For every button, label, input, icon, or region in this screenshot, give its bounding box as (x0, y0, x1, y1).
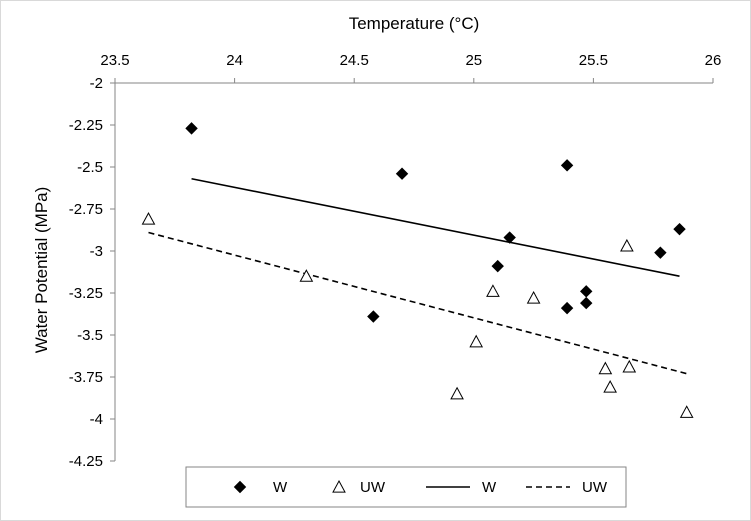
y-tick-label: -3.25 (69, 285, 103, 302)
legend-box (185, 466, 627, 508)
legend-symbol-uw-points (332, 479, 346, 493)
data-point-uw (141, 212, 156, 225)
data-point-w (580, 296, 593, 310)
y-axis-title: Water Potential (MPa) (32, 187, 51, 354)
x-tick-label: 25.5 (579, 52, 608, 69)
data-point-w (560, 301, 574, 315)
data-point-w (560, 159, 574, 172)
x-tick-label: 23.5 (100, 52, 129, 69)
data-point-uw (299, 269, 314, 282)
data-point-uw (486, 284, 500, 297)
legend-symbol-w-points (233, 480, 247, 494)
data-point-uw (622, 359, 637, 373)
legend-label: W (273, 479, 288, 496)
data-point-w (503, 231, 516, 244)
y-tick-label: -3.5 (77, 327, 103, 344)
trendline-w-solid (191, 177, 680, 277)
y-tick-label: -2.25 (69, 117, 103, 134)
data-point-w (673, 222, 686, 236)
legend-label: UW (582, 479, 608, 496)
data-point-uw (598, 361, 613, 375)
y-tick-label: -2.5 (77, 159, 103, 176)
legend-label: W (482, 479, 497, 496)
data-point-w (580, 285, 593, 298)
data-point-w (491, 259, 504, 273)
x-tick-label: 24.5 (340, 52, 369, 69)
y-tick-label: -4 (90, 411, 103, 428)
x-tick-label: 24 (226, 52, 243, 69)
y-tick-label: -3.75 (69, 369, 103, 386)
axes: 23.5 24 24.5 25 25.5 26 -2 -2.25 -2.5 -2.75 -3 -3.2… (69, 52, 722, 470)
data-point-w (185, 122, 198, 135)
y-tick-label: -2.75 (69, 201, 103, 218)
y-tick-label: -2 (90, 75, 103, 92)
y-tick-label: -3 (90, 243, 103, 260)
x-tick-label: 25 (465, 52, 482, 69)
data-point-uw (603, 380, 617, 393)
y-tick-label: -4.25 (69, 453, 103, 470)
data-point-w (367, 310, 380, 323)
trendline-uw-dashed (148, 231, 687, 375)
legend-label: UW (360, 479, 386, 496)
data-point-w (395, 167, 409, 180)
data-point-w (654, 246, 667, 259)
data-point-uw (526, 290, 541, 304)
x-tick-label: 26 (705, 52, 722, 69)
legend: W UW W UW (185, 466, 627, 508)
x-axis-title: Temperature (°C) (349, 14, 480, 33)
data-point-uw (469, 334, 484, 348)
data-point-uw (620, 238, 634, 252)
data-point-uw (679, 405, 694, 418)
data-point-uw (450, 386, 464, 400)
chart-marks (141, 122, 694, 418)
